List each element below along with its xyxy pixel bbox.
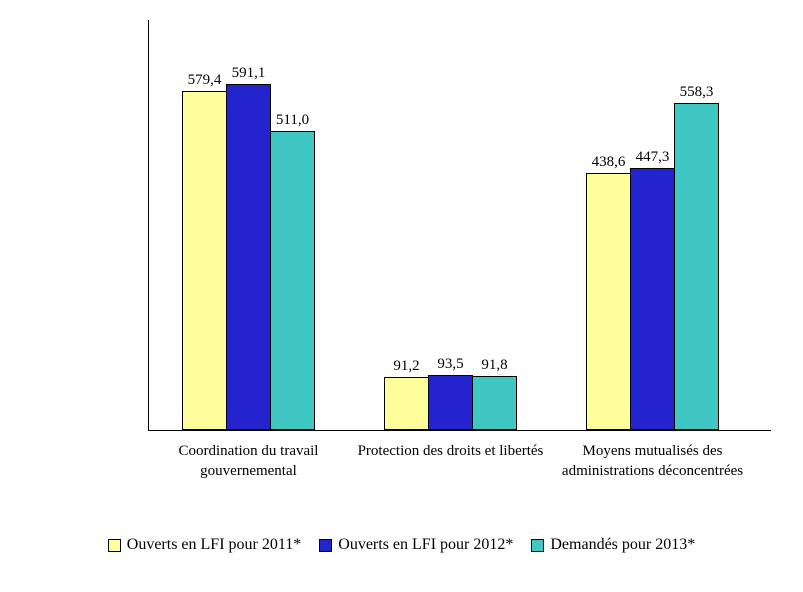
legend-item-0: Ouverts en LFI pour 2011* [107, 536, 302, 554]
category-label-0: Coordination du travail gouvernemental [178, 443, 319, 480]
legend-item-2: Demandés pour 2013* [531, 536, 695, 554]
bar-series-2-cat-2: 558,3 [674, 85, 719, 430]
legend-label-1: Ouverts en LFI pour 2012* [338, 536, 514, 553]
bar-series-2-cat-1: 91,8 [472, 358, 517, 430]
category-label-2: Moyens mutualisés des administrations dé… [561, 443, 744, 480]
legend-swatch-1 [319, 538, 333, 552]
bar-value-label: 91,8 [481, 357, 508, 373]
bar-value-label: 91,2 [393, 358, 420, 374]
bar-value-label: 447,3 [635, 149, 670, 165]
legend-item-1: Ouverts en LFI pour 2012* [319, 536, 513, 554]
bar-value-label: 438,6 [591, 154, 626, 170]
legend-label-2: Demandés pour 2013* [550, 536, 696, 553]
bar-value-label: 591,1 [231, 65, 266, 81]
bar-series-1-cat-0: 591,1 [226, 66, 271, 430]
category-label-1: Protection des droits et libertés [357, 443, 544, 459]
bar-series-0-cat-1: 91,2 [384, 359, 429, 430]
bar-series-0-cat-2: 438,6 [586, 155, 631, 430]
bar-value-label: 579,4 [187, 72, 222, 88]
bar-series-0-cat-0: 579,4 [182, 73, 227, 430]
bar-value-label: 93,5 [437, 356, 464, 372]
plot-area: 579,4 591,1 511,0 91,2 93,5 91,8 438,6 447,3 558… [148, 20, 771, 431]
bar-value-label: 558,3 [679, 84, 714, 100]
legend: Ouverts en LFI pour 2011* Ouverts en LFI … [0, 536, 803, 554]
bar-series-1-cat-1: 93,5 [428, 357, 473, 430]
legend-swatch-0 [107, 538, 121, 552]
legend-swatch-2 [531, 538, 545, 552]
bar-group-2: 438,6 447,3 558,3 [586, 20, 721, 430]
bar-group-0: 579,4 591,1 511,0 [182, 20, 317, 430]
legend-label-0: Ouverts en LFI pour 2011* [126, 536, 302, 553]
bar-value-label: 511,0 [275, 112, 310, 128]
bar-series-2-cat-0: 511,0 [270, 113, 315, 430]
bar-series-1-cat-2: 447,3 [630, 150, 675, 430]
bar-group-1: 91,2 93,5 91,8 [384, 20, 519, 430]
